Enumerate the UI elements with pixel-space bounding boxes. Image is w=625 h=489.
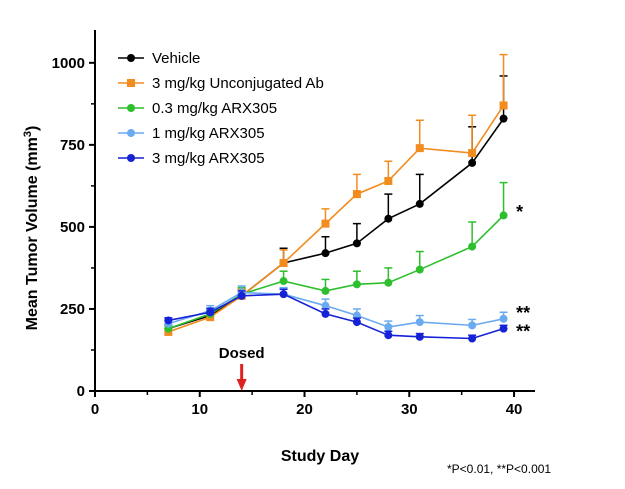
data-point: [321, 249, 330, 258]
x-tick-label: 40: [506, 401, 523, 418]
data-point: [415, 144, 424, 153]
legend-item: Vehicle: [118, 50, 200, 67]
x-axis-title: Study Day: [281, 448, 359, 465]
data-point: [237, 291, 246, 300]
data-point: [415, 265, 424, 274]
y-tick-label: 500: [60, 219, 85, 236]
legend-label: 3 mg/kg ARX305: [152, 150, 265, 167]
x-tick-label: 30: [401, 401, 418, 418]
data-point: [415, 199, 424, 208]
legend-item: 3 mg/kg Unconjugated Ab: [118, 75, 324, 92]
data-point: [384, 176, 393, 185]
x-tick-label: 10: [191, 401, 208, 418]
data-point: [164, 316, 173, 325]
series-1: [164, 53, 508, 336]
legend-label: 1 mg/kg ARX305: [152, 125, 265, 142]
dosed-label: Dosed: [219, 345, 265, 362]
legend-item: 3 mg/kg ARX305: [118, 150, 265, 167]
series-line: [168, 105, 505, 333]
legend-item: 0.3 mg/kg ARX305: [118, 100, 277, 117]
data-point: [384, 214, 393, 223]
data-point: [206, 308, 215, 317]
series-line: [168, 291, 504, 328]
y-tick-label: 0: [77, 383, 85, 400]
data-point: [321, 219, 330, 228]
data-point: [468, 334, 477, 343]
data-point: [468, 158, 477, 167]
data-point: [468, 321, 477, 330]
data-point: [499, 314, 508, 323]
y-axis-title-close: ): [24, 126, 41, 131]
legend-marker: [127, 104, 135, 112]
y-axis-title-main: Mean Tumor Volume (mm: [24, 137, 41, 330]
legend: Vehicle 3 mg/kg Unconjugated Ab 0.3 mg/kg …: [118, 50, 324, 167]
data-point: [384, 331, 393, 340]
legend-marker: [127, 79, 135, 87]
axes: 0 10 20 30 40 0 250 500 750 1000: [52, 30, 535, 418]
significance-mark: **: [516, 321, 530, 341]
y-tick-label: 750: [60, 137, 85, 154]
data-point: [499, 324, 508, 333]
legend-label: 0.3 mg/kg ARX305: [152, 100, 277, 117]
legend-marker: [127, 129, 135, 137]
legend-label: 3 mg/kg Unconjugated Ab: [152, 75, 324, 92]
data-point: [321, 301, 330, 310]
data-point: [352, 190, 361, 199]
annotations: *****Dosed: [219, 202, 530, 391]
series-line: [168, 293, 504, 340]
data-point: [384, 323, 393, 332]
data-point: [352, 239, 361, 248]
data-point: [468, 242, 477, 251]
significance-footnote: *P<0.01, **P<0.001: [447, 462, 551, 476]
data-point: [279, 290, 288, 299]
x-tick-label: 20: [296, 401, 313, 418]
data-point: [384, 278, 393, 287]
data-point: [499, 101, 508, 110]
series: [164, 53, 508, 343]
legend-item: 1 mg/kg ARX305: [118, 125, 265, 142]
data-point: [352, 318, 361, 327]
x-tick-label: 0: [91, 401, 99, 418]
y-tick-label: 1000: [52, 55, 85, 72]
data-point: [468, 149, 477, 158]
y-tick-label: 250: [60, 301, 85, 318]
data-point: [415, 332, 424, 341]
legend-marker: [127, 54, 135, 62]
data-point: [279, 277, 288, 286]
significance-mark: **: [516, 303, 530, 323]
data-point: [321, 286, 330, 295]
legend-label: Vehicle: [152, 50, 200, 67]
data-point: [415, 318, 424, 327]
data-point: [499, 211, 508, 220]
data-point: [321, 309, 330, 318]
legend-marker: [127, 154, 135, 162]
dosed-arrow-head: [236, 379, 247, 391]
data-point: [352, 280, 361, 289]
series-4: [164, 288, 508, 343]
y-axis-title-superscript: 3: [22, 131, 34, 137]
data-point: [499, 114, 508, 123]
y-axis-title: Mean Tumor Volume (mm3): [22, 126, 41, 331]
significance-mark: *: [516, 202, 523, 222]
data-point: [279, 259, 288, 268]
